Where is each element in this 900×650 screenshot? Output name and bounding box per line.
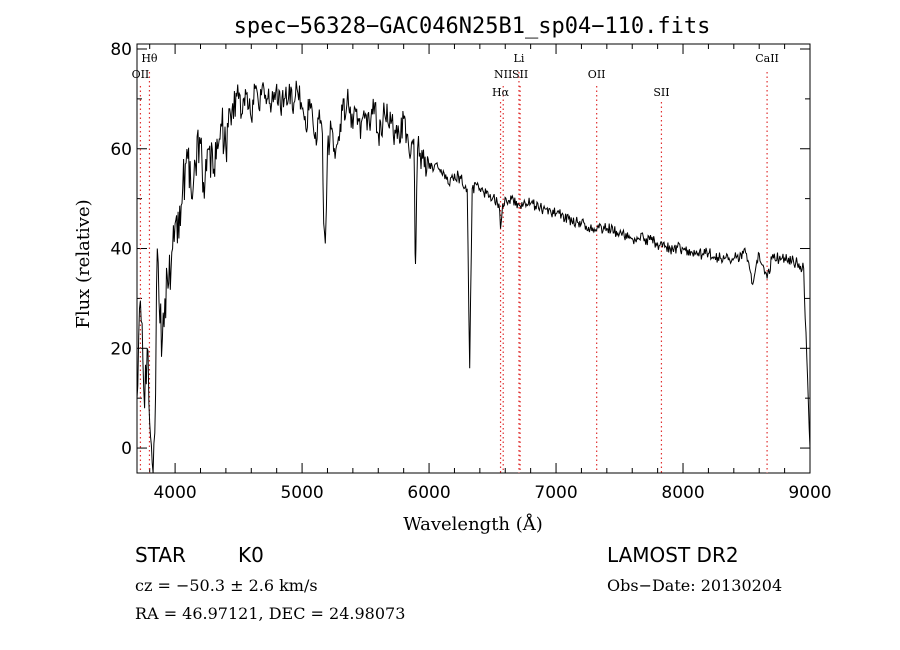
x-tick-label: 8000 (661, 483, 704, 503)
x-tick-label: 5000 (280, 483, 323, 503)
coords-text: RA = 46.97121, DEC = 24.98073 (135, 604, 405, 623)
spectrum-series-line (136, 80, 811, 474)
y-tick-label: 0 (121, 439, 132, 459)
spectral-line-label: SII (512, 68, 528, 81)
y-axis-title: Flux (relative) (73, 199, 94, 328)
spectral-line-label: NII (494, 68, 512, 81)
y-axis: 0 20 40 60 80 (110, 40, 810, 459)
plot-frame (136, 43, 811, 474)
chart-title: spec−56328−GAC046N25B1_sp04−110.fits (234, 14, 711, 39)
x-axis-title: Wavelength (Å) (403, 513, 543, 535)
survey-label: LAMOST DR2 (607, 543, 739, 567)
obs-date-text: Obs−Date: 20130204 (607, 576, 782, 595)
x-tick-label: 6000 (407, 483, 450, 503)
spectral-line-label: Hθ (141, 52, 158, 65)
subclass-label: K0 (238, 543, 264, 567)
class-label: STAR (135, 543, 186, 567)
x-tick-label: 4000 (153, 483, 196, 503)
y-tick-label: 20 (110, 339, 132, 359)
x-tick-label: 7000 (534, 483, 577, 503)
redshift-text: cz = −50.3 ± 2.6 km/s (135, 576, 318, 595)
y-tick-label: 60 (110, 140, 132, 160)
spectral-line-label: CaII (755, 52, 779, 65)
y-tick-label: 40 (110, 240, 132, 260)
y-tick-label: 80 (110, 40, 132, 60)
spectral-line-label: SII (653, 86, 669, 99)
spectral-line-label: Li (514, 52, 525, 65)
spectral-line-label: OII (588, 68, 606, 81)
x-tick-label: 9000 (788, 483, 831, 503)
spectral-line-label: OII (132, 68, 150, 81)
spectral-line-label: Hα (492, 86, 510, 99)
